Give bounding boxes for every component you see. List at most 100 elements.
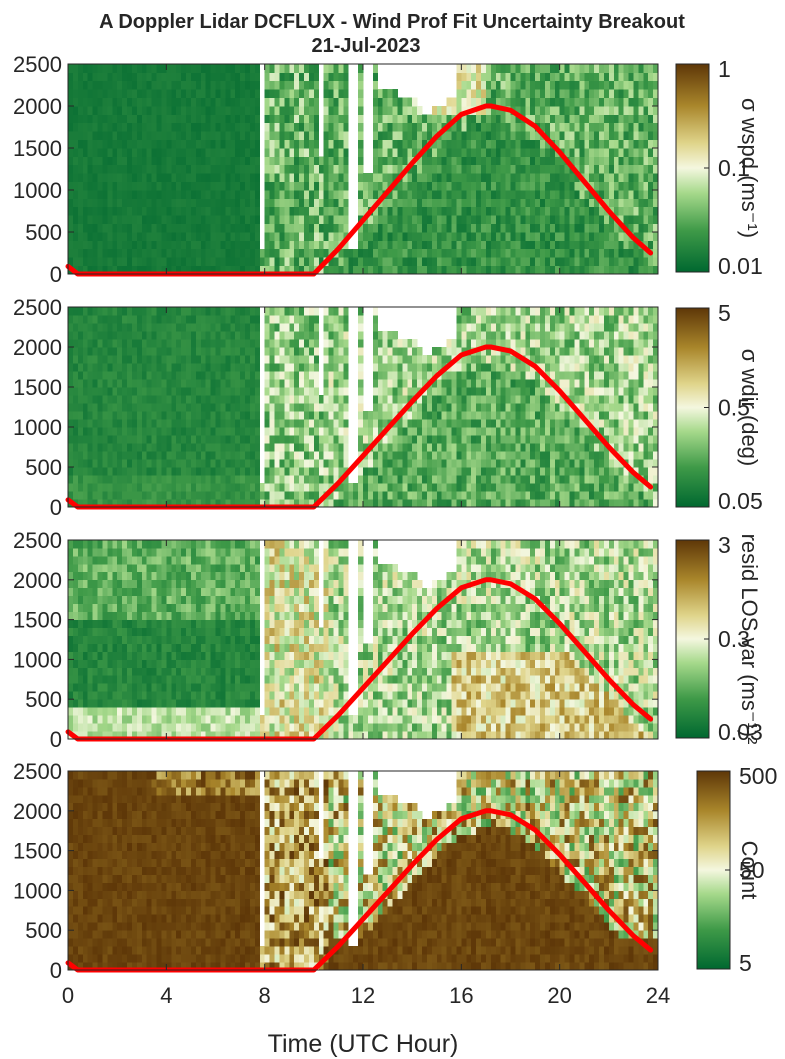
heatmap-cell — [402, 106, 408, 115]
heatmap-cell — [328, 148, 334, 157]
heatmap-cell — [446, 114, 452, 124]
heatmap-cell — [358, 379, 364, 388]
heatmap-cell — [77, 240, 84, 250]
heatmap-cell — [72, 148, 79, 157]
heatmap-cell — [200, 379, 207, 388]
heatmap-cell — [77, 419, 84, 428]
heatmap-cell — [190, 173, 197, 182]
heatmap-cell — [259, 265, 266, 275]
heatmap-cell — [230, 419, 236, 428]
heatmap-cell — [186, 475, 192, 484]
heatmap-cell — [476, 206, 482, 216]
heatmap-cell — [176, 443, 182, 452]
heatmap-cell — [190, 427, 197, 436]
heatmap-cell — [485, 139, 492, 149]
heatmap-cell — [520, 122, 526, 132]
heatmap-cell — [156, 156, 162, 166]
heatmap-cell — [215, 307, 221, 316]
heatmap-cell — [264, 403, 270, 412]
heatmap-cell — [102, 339, 108, 348]
heatmap-cell — [338, 97, 344, 107]
heatmap-cell — [599, 72, 605, 82]
heatmap-cell — [323, 106, 329, 115]
heatmap-cell — [235, 97, 241, 107]
heatmap-cell — [333, 215, 339, 224]
heatmap-cell — [456, 307, 462, 316]
heatmap-cell — [210, 451, 216, 460]
heatmap-cell — [308, 435, 315, 444]
heatmap-cell — [190, 89, 197, 98]
heatmap-cell — [146, 248, 152, 258]
heatmap-cell — [181, 483, 187, 492]
heatmap-cell — [264, 499, 270, 508]
heatmap-cell — [535, 164, 541, 174]
heatmap-cell — [161, 459, 167, 468]
heatmap-cell — [333, 164, 339, 174]
heatmap-cell — [525, 164, 531, 174]
heatmap-cell — [540, 248, 546, 258]
heatmap-cell — [495, 80, 502, 90]
heatmap-cell — [190, 355, 197, 364]
heatmap-cell — [608, 223, 615, 233]
heatmap-cell — [249, 248, 256, 258]
heatmap-cell — [481, 240, 487, 250]
heatmap-cell — [643, 139, 649, 149]
heatmap-cell — [446, 387, 452, 396]
heatmap-cell — [225, 114, 231, 124]
heatmap-cell — [397, 122, 403, 132]
heatmap-cell — [107, 190, 113, 199]
heatmap-cell — [372, 499, 379, 508]
heatmap-cell — [299, 190, 305, 199]
heatmap-cell — [466, 323, 472, 332]
heatmap-cell — [392, 106, 398, 115]
heatmap-cell — [500, 475, 506, 484]
heatmap-cell — [181, 64, 187, 73]
heatmap-cell — [412, 491, 418, 500]
heatmap-cell — [510, 387, 516, 396]
heatmap-cell — [500, 190, 506, 199]
heatmap-cell — [372, 240, 379, 250]
heatmap-cell — [249, 122, 256, 132]
heatmap-cell — [68, 443, 74, 452]
heatmap-cell — [505, 173, 511, 182]
heatmap-cell — [407, 379, 413, 388]
heatmap-cell — [623, 265, 629, 275]
heatmap-cell — [136, 451, 143, 460]
heatmap-cell — [112, 164, 118, 174]
heatmap-cell — [225, 64, 231, 73]
heatmap-cell — [328, 363, 334, 372]
heatmap-cell — [127, 80, 133, 90]
heatmap-cell — [554, 240, 561, 250]
heatmap-cell — [363, 419, 369, 428]
heatmap-cell — [102, 215, 108, 224]
heatmap-cell — [156, 363, 162, 372]
heatmap-cell — [304, 198, 310, 208]
heatmap-cell — [520, 198, 526, 208]
heatmap-cell — [190, 223, 197, 233]
heatmap-cell — [353, 491, 359, 500]
heatmap-cell — [633, 232, 639, 241]
heatmap-cell — [171, 215, 177, 224]
heatmap-cell — [456, 72, 462, 82]
heatmap-cell — [574, 64, 580, 73]
heatmap-cell — [377, 131, 384, 140]
heatmap-cell — [186, 347, 192, 356]
heatmap-cell — [210, 467, 216, 476]
heatmap-cell — [304, 106, 310, 115]
heatmap-cell — [131, 139, 138, 149]
heatmap-cell — [68, 232, 74, 241]
heatmap-cell — [436, 355, 443, 364]
heatmap-cell — [367, 181, 374, 191]
heatmap-cell — [131, 64, 138, 73]
heatmap-cell — [195, 443, 202, 452]
heatmap-cell — [525, 156, 531, 166]
heatmap-cell — [525, 248, 531, 258]
heatmap-cell — [102, 323, 108, 332]
heatmap-cell — [574, 232, 580, 241]
heatmap-cell — [92, 339, 98, 348]
heatmap-cell — [186, 411, 192, 420]
heatmap-cell — [436, 257, 443, 266]
heatmap-cell — [485, 181, 492, 191]
heatmap-cell — [633, 80, 639, 90]
heatmap-cell — [117, 181, 123, 191]
